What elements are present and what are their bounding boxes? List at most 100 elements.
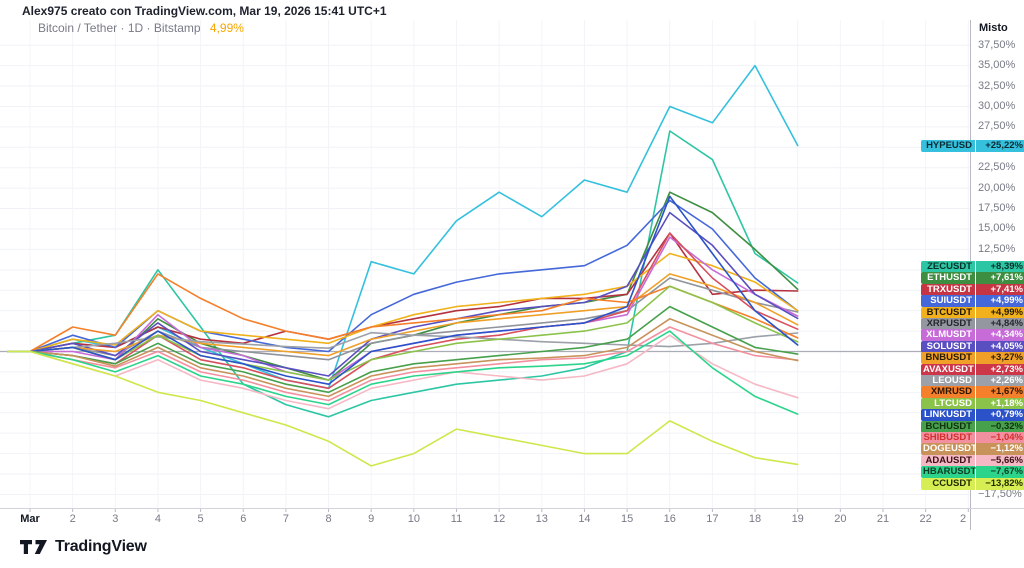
series-line-BNBUSDT[interactable] [7, 273, 799, 357]
badge-value: +4,84% [976, 318, 1024, 330]
price-axis-label: 15,00% [978, 222, 1016, 235]
badge-ticker: XMRUSD [921, 386, 975, 399]
badge-value: +4,99% [976, 295, 1024, 308]
badge-ticker: HBARUSDT [921, 466, 977, 479]
series-line-LINKUSDT[interactable] [7, 195, 799, 385]
price-badge-HYPEUSD[interactable]: HYPEUSD +25,22% [921, 139, 1024, 152]
time-axis-label: 22 [919, 513, 932, 525]
price-badge-TRXUSDT[interactable]: TRXUSDT +7,41% [921, 283, 1024, 296]
price-axis-label: 37,50% [978, 38, 1016, 51]
price-axis-label: 17,50% [978, 202, 1016, 215]
time-axis-label: 2 [69, 513, 76, 525]
time-axis-label: 19 [791, 513, 804, 525]
badge-ticker: LTCUSD [921, 397, 975, 410]
tradingview-logo[interactable]: TradingView [20, 538, 147, 556]
badge-ticker: ETHUSDT [921, 272, 975, 285]
price-axis-label: 30,00% [978, 99, 1016, 112]
badge-ticker: TRXUSDT [921, 283, 975, 296]
time-axis-label: 17 [706, 513, 719, 525]
series-line-AVAXUSDT[interactable] [7, 232, 799, 390]
price-axis-label: 32,50% [978, 79, 1016, 92]
badge-ticker: DOGEUSDT [921, 443, 977, 456]
series-line-SHIBUSDT[interactable] [7, 326, 799, 402]
symbol-name: Bitcoin / Tether [38, 21, 118, 35]
price-badge-ZECUSDT[interactable]: ZECUSDT +8,39% [921, 261, 1024, 273]
price-badge-XMRUSD[interactable]: XMRUSD +1,67% [921, 386, 1024, 399]
price-badge-LEOUSD[interactable]: LEOUSD +2,26% [921, 375, 1024, 387]
time-axis-label: 2 [959, 513, 967, 525]
badge-value: −5,66% [976, 454, 1024, 467]
series-line-TRXUSDT[interactable] [7, 232, 799, 353]
time-axis-label: 18 [748, 513, 762, 525]
badge-value: +2,26% [976, 375, 1024, 387]
tradingview-logo-icon [20, 540, 47, 554]
badge-ticker: ADAUSDT [921, 454, 975, 467]
badge-value: +8,39% [976, 261, 1024, 273]
series-line-SOLUSDT[interactable] [7, 211, 799, 377]
price-badge-ETHUSDT[interactable]: ETHUSDT +7,61% [921, 272, 1024, 285]
time-axis-label: 6 [240, 513, 247, 525]
time-axis-label: 21 [876, 513, 890, 525]
time-axis-label: Mar [20, 513, 40, 525]
badge-ticker: LINKUSDT [921, 409, 975, 422]
time-axis-label: 4 [154, 513, 161, 525]
symbol-legend[interactable]: Bitcoin / Tether · 1D · Bitstamp 4,99% [38, 21, 244, 35]
price-axis-label: 12,50% [978, 242, 1016, 255]
badge-value: +1,67% [976, 386, 1024, 399]
badge-value: +25,22% [976, 139, 1024, 152]
series-line-ADAUSDT[interactable] [7, 334, 799, 410]
badge-ticker: CCUSDT [921, 477, 975, 490]
badge-ticker: ZECUSDT [921, 261, 975, 273]
series-line-LEOUSD[interactable] [7, 331, 799, 353]
price-badge-BCHUSDT[interactable]: BCHUSDT −0,32% [921, 420, 1024, 433]
time-axis-label: 5 [197, 513, 204, 525]
price-badge-SHIBUSDT[interactable]: SHIBUSDT −1,04% [921, 432, 1024, 444]
series-line-XMRUSD[interactable] [7, 273, 799, 353]
series-line-BTCUSDT[interactable] [7, 252, 799, 353]
badge-ticker: SHIBUSDT [921, 432, 975, 444]
badge-value: +7,41% [976, 283, 1024, 296]
price-badge-AVAXUSDT[interactable]: AVAXUSDT +2,73% [921, 363, 1024, 376]
price-badge-DOGEUSDT[interactable]: DOGEUSDT −1,12% [921, 443, 1024, 456]
time-axis-label: 13 [535, 513, 548, 525]
price-badge-CCUSDT[interactable]: CCUSDT −13,82% [921, 477, 1024, 490]
series-line-HBARUSDT[interactable] [7, 330, 799, 415]
legend-separator: · [120, 21, 125, 35]
price-badge-LTCUSD[interactable]: LTCUSD +1,18% [921, 397, 1024, 410]
price-axis-label: 27,50% [978, 120, 1016, 133]
price-badge-XRPUSDT[interactable]: XRPUSDT +4,84% [921, 318, 1024, 330]
time-axis-label: 20 [834, 513, 847, 525]
badge-ticker: AVAXUSDT [921, 363, 975, 376]
price-axis-label: 35,00% [978, 59, 1016, 72]
series-line-SUIUSDT[interactable] [7, 199, 799, 353]
price-badge-HBARUSDT[interactable]: HBARUSDT −7,67% [921, 466, 1024, 479]
price-badge-ADAUSDT[interactable]: ADAUSDT −5,66% [921, 454, 1024, 467]
legend-separator: · [146, 21, 151, 35]
time-axis-label: 8 [325, 513, 332, 525]
series-line-BCHUSDT[interactable] [7, 305, 799, 394]
badge-ticker: XLMUSDT [921, 329, 975, 342]
time-axis-label: 3 [112, 513, 119, 525]
badge-value: −7,67% [976, 466, 1024, 479]
badge-value: +4,99% [976, 306, 1024, 319]
badge-value: +4,05% [976, 340, 1024, 353]
price-badge-LINKUSDT[interactable]: LINKUSDT +0,79% [921, 409, 1024, 422]
badge-value: −0,32% [976, 420, 1024, 433]
price-badge-XLMUSDT[interactable]: XLMUSDT +4,34% [921, 329, 1024, 342]
series-line-CCUSDT[interactable] [7, 350, 799, 467]
price-badge-BNBUSDT[interactable]: BNBUSDT +3,27% [921, 352, 1024, 365]
price-badge-SOLUSDT[interactable]: SOLUSDT +4,05% [921, 340, 1024, 353]
price-scale-mode-label[interactable]: Misto [979, 22, 1008, 34]
time-axis-label: 10 [407, 513, 420, 525]
series-line-DOGEUSDT[interactable] [7, 318, 799, 398]
badge-value: +2,73% [976, 363, 1024, 376]
badge-ticker: LEOUSD [921, 375, 975, 387]
badge-ticker: HYPEUSD [921, 139, 975, 152]
price-badge-BTCUSDT[interactable]: BTCUSDT +4,99% [921, 306, 1024, 319]
price-badge-SUIUSDT[interactable]: SUIUSDT +4,99% [921, 295, 1024, 308]
symbol-change-value: 4,99% [209, 21, 244, 35]
attribution-text: Alex975 creato con TradingView.com, Mar … [22, 4, 387, 18]
time-axis-label: 14 [578, 513, 591, 525]
